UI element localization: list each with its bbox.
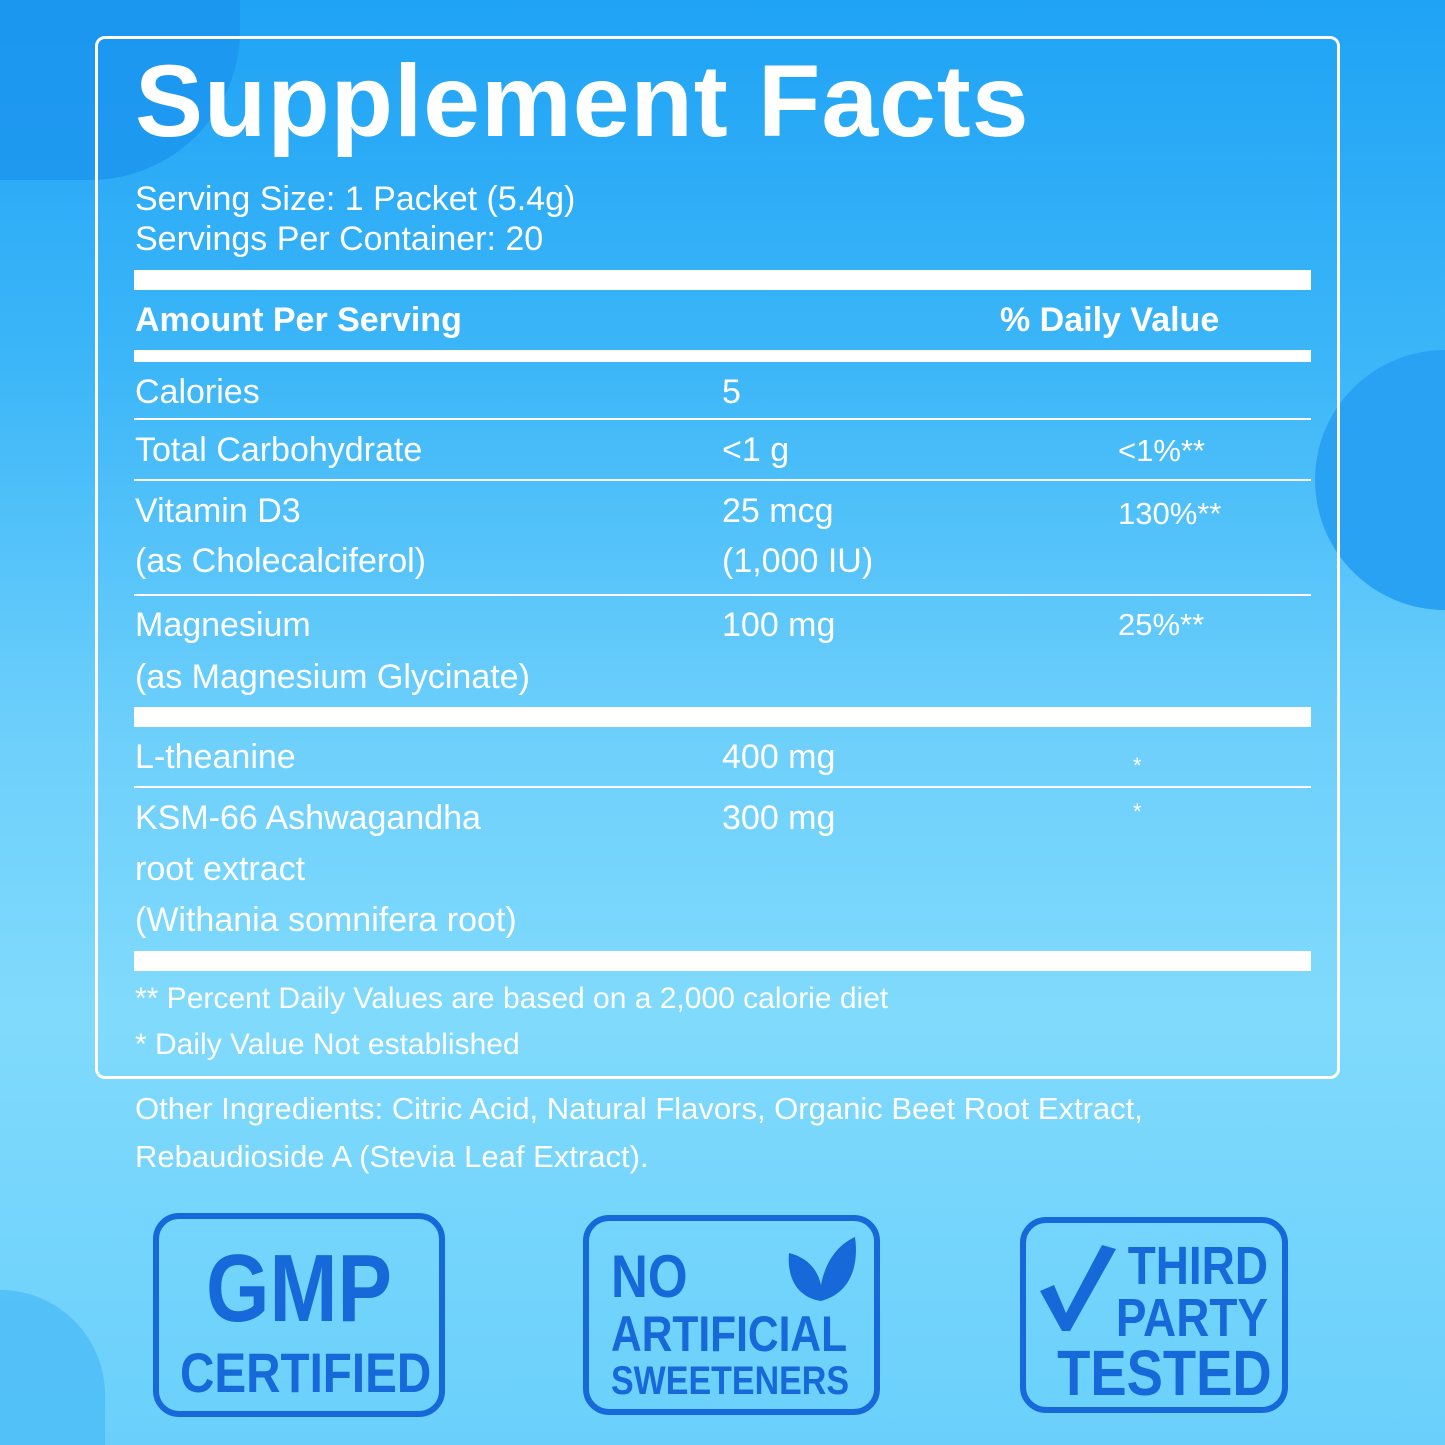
row-ashwa-name: KSM-66 Ashwagandha [135, 799, 481, 837]
row-vitd-amount-iu: (1,000 IU) [722, 542, 874, 580]
leaf-icon [788, 1237, 856, 1301]
row-calories-amount: 5 [722, 373, 741, 411]
footnote-dv: ** Percent Daily Values are based on a 2… [135, 982, 889, 1015]
servings-per-container: Servings Per Container: 20 [135, 220, 544, 258]
row-vitd-name: Vitamin D3 [135, 492, 301, 530]
row-carb-amount: <1 g [722, 431, 790, 469]
divider [134, 786, 1311, 788]
gmp-certified-badge: GMP CERTIFIED [153, 1213, 445, 1417]
row-theanine-name: L-theanine [135, 738, 296, 776]
row-ashwa-amount: 300 mg [722, 799, 836, 837]
serving-size: Serving Size: 1 Packet (5.4g) [135, 180, 576, 218]
other-ingredients: Other Ingredients: Citric Acid, Natural … [135, 1091, 1143, 1126]
divider [134, 479, 1311, 481]
row-mg-amount: 100 mg [722, 606, 836, 644]
divider-thick [134, 350, 1311, 362]
divider-thick [134, 270, 1311, 290]
divider-thick [134, 707, 1311, 727]
badge-gmp: GMP [206, 1235, 392, 1342]
row-ashwa-dv: * [1133, 799, 1142, 824]
row-carb-dv: <1%** [1118, 433, 1206, 468]
divider [134, 418, 1311, 420]
checkmark-icon [1040, 1245, 1116, 1331]
row-carb-name: Total Carbohydrate [135, 431, 423, 469]
row-theanine-dv: * [1133, 753, 1142, 778]
supplement-facts-panel [95, 36, 1340, 1079]
divider-thick [134, 951, 1311, 971]
row-vitd-dv: 130%** [1118, 496, 1222, 531]
third-party-tested-badge: THIRD PARTY TESTED [1020, 1217, 1288, 1413]
no-artificial-sweeteners-badge: NO ARTIFICIAL SWEETENERS [583, 1215, 880, 1415]
row-vitd-amount: 25 mcg [722, 492, 834, 530]
row-ashwa-source: (Withania somnifera root) [135, 901, 517, 939]
row-calories-name: Calories [135, 373, 260, 411]
footnote-not-established: * Daily Value Not established [135, 1028, 520, 1061]
title: Supplement Facts [135, 44, 1030, 158]
badge-artificial: ARTIFICIAL [611, 1306, 848, 1362]
badge-tested: TESTED [1057, 1337, 1272, 1409]
divider [134, 594, 1311, 596]
badge-sweeteners: SWEETENERS [611, 1359, 850, 1403]
other-ingredients-cont: Rebaudioside A (Stevia Leaf Extract). [135, 1139, 649, 1174]
row-theanine-amount: 400 mg [722, 738, 836, 776]
row-mg-dv: 25%** [1118, 607, 1205, 642]
row-vitd-form: (as Cholecalciferol) [135, 542, 426, 580]
badge-certified: CERTIFIED [180, 1341, 432, 1404]
header-dv: % Daily Value [1000, 301, 1220, 339]
row-mg-form: (as Magnesium Glycinate) [135, 658, 530, 696]
row-ashwa-name-2: root extract [135, 850, 306, 888]
badge-third: THIRD [1127, 1236, 1268, 1296]
decor-circle [0, 1290, 105, 1445]
badge-no: NO [611, 1243, 688, 1310]
row-mg-name: Magnesium [135, 606, 311, 644]
badge-party: PARTY [1115, 1288, 1268, 1348]
header-amount: Amount Per Serving [135, 301, 462, 339]
